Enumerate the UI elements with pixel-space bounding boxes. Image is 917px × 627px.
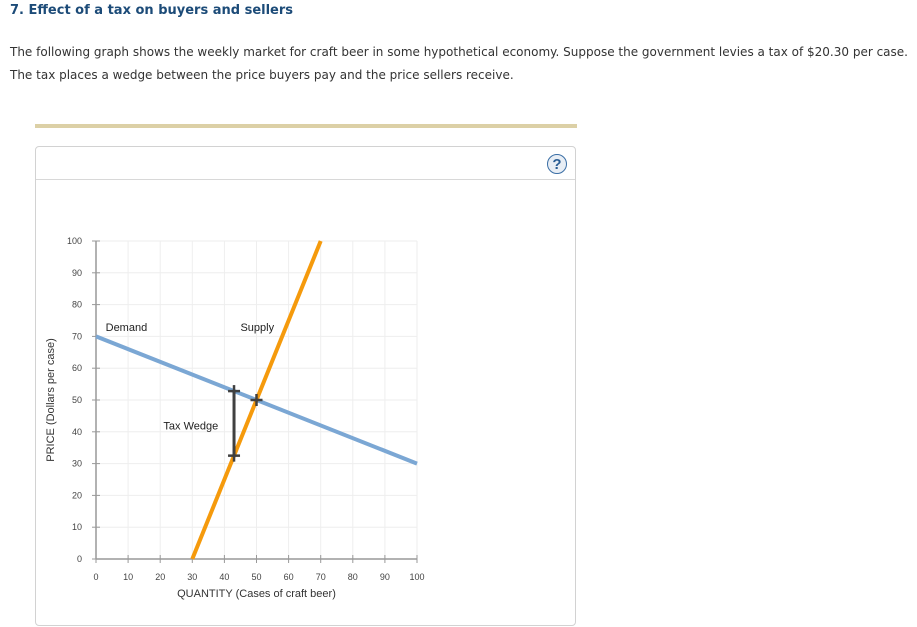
help-button[interactable]: ? [547, 154, 567, 174]
y-tick-label: 60 [72, 363, 82, 373]
question-circle-icon: ? [552, 156, 562, 173]
y-tick-label: 0 [77, 554, 82, 564]
x-axis-title: QUANTITY (Cases of craft beer) [177, 588, 336, 600]
x-tick-label: 60 [284, 572, 294, 582]
x-tick-label: 90 [380, 572, 390, 582]
x-tick-label: 70 [316, 572, 326, 582]
x-tick-label: 30 [187, 572, 197, 582]
x-tick-label: 100 [409, 572, 424, 582]
y-tick-label: 40 [72, 427, 82, 437]
section-divider [35, 124, 577, 128]
y-tick-label: 20 [72, 490, 82, 500]
question-text-line-1: The following graph shows the weekly mar… [10, 45, 908, 59]
x-tick-label: 0 [93, 572, 98, 582]
y-axis-title: PRICE (Dollars per case) [45, 338, 57, 461]
x-tick-label: 10 [123, 572, 133, 582]
y-tick-label: 100 [67, 236, 82, 246]
x-tick-label: 50 [251, 572, 261, 582]
x-tick-label: 80 [348, 572, 358, 582]
y-tick-label: 80 [72, 300, 82, 310]
x-tick-label: 20 [155, 572, 165, 582]
supply-demand-chart[interactable]: 0 10 20 30 40 50 60 70 80 90 100 0 10 20 30 40 50 60 70 80 9… [36, 147, 577, 627]
question-title: 7. Effect of a tax on buyers and sellers [10, 3, 294, 18]
supply-label: Supply [240, 322, 274, 334]
tax-wedge-label: Tax Wedge [163, 420, 218, 432]
question-text-line-2: The tax places a wedge between the price… [10, 68, 514, 82]
y-tick-label: 30 [72, 459, 82, 469]
y-tick-label: 10 [72, 522, 82, 532]
graph-panel: ? 0 10 20 30 40 50 60 70 80 90 100 0 10 20 30 40 50 60 70 8… [35, 146, 576, 626]
y-tick-label: 90 [72, 268, 82, 278]
graph-header: ? [36, 147, 575, 180]
demand-label: Demand [106, 322, 148, 334]
y-tick-label: 70 [72, 331, 82, 341]
x-tick-label: 40 [219, 572, 229, 582]
y-tick-label: 50 [72, 395, 82, 405]
